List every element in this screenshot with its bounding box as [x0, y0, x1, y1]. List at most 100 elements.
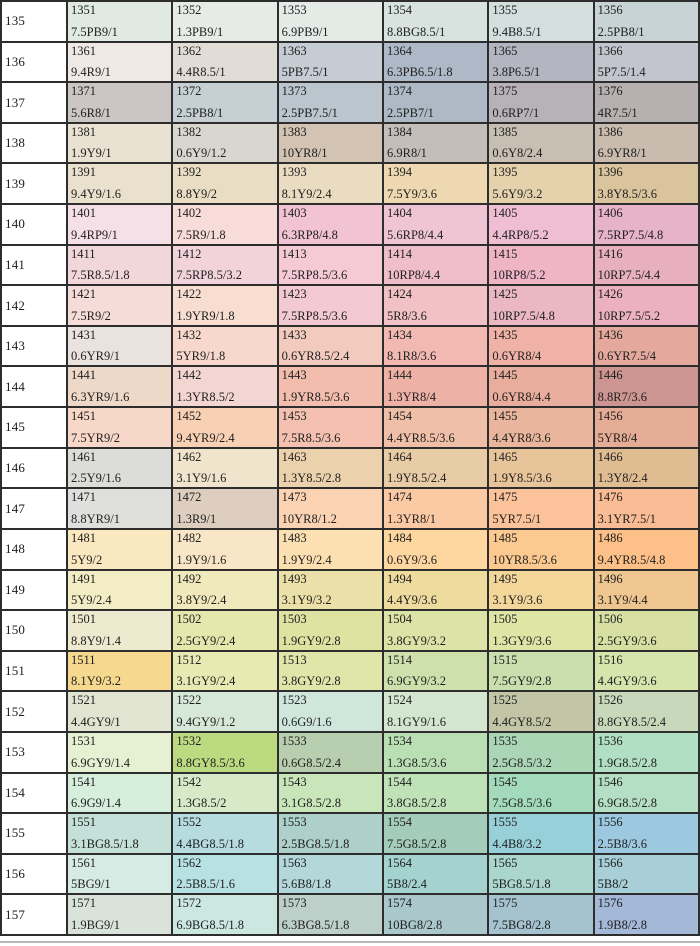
chip-code: 1391: [71, 165, 96, 180]
color-chip-cell: 1405 4.4RP8/5.2: [489, 205, 595, 246]
chip-code: 1416: [597, 246, 623, 261]
chip-munsell-notation: 1.9G8.5/2.8: [597, 755, 658, 770]
chip-munsell-notation: 10YR8/1.2: [281, 511, 337, 526]
color-chip-cell: 1375 0.6RP7/1: [489, 83, 595, 124]
color-chip-cell: 1363 5PB7.5/1: [278, 42, 384, 84]
chip-munsell-notation: 4.4B8/3.2: [492, 836, 542, 851]
color-chip-cell: 1412 7.5RP8.5/3.2: [173, 245, 279, 287]
chip-code: 1535: [492, 733, 518, 748]
color-chip-cell: 1352 1.3PB9/1: [173, 2, 279, 43]
chip-munsell-notation: 9.4YR9/2.4: [176, 430, 235, 445]
color-chip-cell: 1372 2.5PB8/1: [173, 83, 279, 124]
chip-code: 1406: [597, 206, 623, 221]
color-chip-cell: 1512 3.1GY9/2.4: [173, 651, 279, 693]
chip-munsell-notation: 2.5Y9/1.6: [71, 471, 121, 486]
row-label: 145: [2, 408, 68, 449]
chip-munsell-notation: 3.8Y9/2.4: [176, 593, 227, 608]
chip-code: 1466: [597, 449, 623, 464]
color-chip-cell: 1576 1.9B8/2.8: [594, 895, 700, 936]
chip-code: 1383: [281, 124, 307, 139]
chip-munsell-notation: 3.1YR7.5/1: [597, 511, 656, 526]
color-chip-cell: 1495 3.1Y9/3.6: [489, 570, 595, 612]
chip-munsell-notation: 6.9R8/1: [387, 146, 427, 161]
color-chip-cell: 1523 0.6G9/1.6: [278, 692, 384, 733]
row-label: 136: [2, 42, 68, 84]
chip-code: 1561: [71, 855, 96, 870]
chip-code: 1574: [387, 896, 412, 911]
chip-munsell-notation: 6.9PB9/1: [281, 24, 329, 39]
chip-munsell-notation: 8.1Y9/3.2: [71, 674, 121, 689]
row-label: 153: [2, 732, 68, 774]
chip-code: 1485: [492, 530, 518, 545]
chip-code: 1373: [281, 84, 307, 99]
chip-munsell-notation: 6.9GY9/3.2: [387, 674, 447, 689]
color-chip-cell: 1542 1.3G8.5/2: [173, 773, 279, 815]
chip-code: 1382: [176, 124, 202, 139]
color-chip-cell: 1514 6.9GY9/3.2: [384, 651, 490, 693]
chip-munsell-notation: 4.4YR8.5/3.6: [387, 430, 455, 445]
color-chip-cell: 1534 1.3G8.5/3.6: [384, 732, 490, 774]
color-chip-cell: 1431 0.6YR9/1: [68, 326, 174, 368]
chip-code: 1413: [281, 246, 307, 261]
color-chip-cell: 1374 2.5PB7/1: [384, 83, 490, 124]
chip-code: 1435: [492, 327, 518, 342]
chip-munsell-notation: 3.8GY9/2.8: [281, 674, 341, 689]
color-chip-cell: 1395 5.6Y9/3.2: [489, 164, 595, 206]
chip-code: 1381: [71, 124, 96, 139]
chip-munsell-notation: 7.5RP7.5/4.8: [597, 227, 664, 242]
color-chip-cell: 1471 8.8YR9/1: [68, 489, 174, 530]
chip-code: 1425: [492, 287, 518, 302]
color-chip-cell: 1456 5YR8/4: [594, 408, 700, 449]
chip-munsell-notation: 5.6RP8/4.4: [387, 227, 444, 242]
chip-munsell-notation: 5.6R8/1: [71, 105, 111, 120]
color-chip-cell: 1473 10YR8/1.2: [278, 489, 384, 530]
color-chip-cell: 1546 6.9G8.5/2.8: [594, 773, 700, 815]
chip-code: 1393: [281, 165, 307, 180]
chip-munsell-notation: 9.4Y9/1.6: [71, 187, 121, 202]
color-chip-cell: 1504 3.8GY9/3.2: [384, 611, 490, 652]
chip-munsell-notation: 10RP7.5/4.4: [597, 268, 661, 283]
row-label: 147: [2, 489, 68, 530]
row-label: 157: [2, 895, 68, 936]
color-chip-cell: 1493 3.1Y9/3.2: [278, 570, 384, 612]
chip-code: 1494: [387, 571, 412, 586]
chip-munsell-notation: 8.8Y9/1.4: [71, 633, 121, 648]
chip-munsell-notation: 3.1BG8.5/1.8: [71, 836, 139, 851]
chip-code: 1422: [176, 287, 202, 302]
chip-munsell-notation: 5YR8/4: [597, 430, 638, 445]
chip-munsell-notation: 5PB7.5/1: [281, 65, 329, 80]
chip-code: 1506: [597, 612, 623, 627]
color-chip-cell: 1441 6.3YR9/1.6: [68, 367, 174, 409]
chip-munsell-notation: 7.5Y9/3.6: [387, 187, 437, 202]
color-chip-cell: 1494 4.4Y9/3.6: [384, 570, 490, 612]
chip-code: 1572: [176, 896, 202, 911]
chip-code: 1451: [71, 409, 96, 424]
color-chip-cell: 1364 6.3PB6.5/1.8: [384, 42, 490, 84]
chip-munsell-notation: 0.6G9/1.6: [281, 714, 332, 729]
chip-code: 1525: [492, 693, 518, 708]
color-chip-cell: 1483 1.9Y9/2.4: [278, 529, 384, 571]
chip-munsell-notation: 1.3Y8/2.4: [597, 471, 648, 486]
chip-code: 1513: [281, 652, 307, 667]
chip-munsell-notation: 5YR7.5/1: [492, 511, 542, 526]
color-chip-cell: 1553 2.5BG8.5/1.8: [278, 814, 384, 855]
chip-munsell-notation: 8.8BG8.5/1: [387, 24, 446, 39]
chip-munsell-notation: 10RP8/5.2: [492, 268, 546, 283]
chip-munsell-notation: 10YR8.5/3.6: [492, 552, 557, 567]
chip-code: 1444: [387, 368, 412, 383]
row-label: 155: [2, 814, 68, 855]
row-label: 143: [2, 326, 68, 368]
chip-code: 1402: [176, 206, 202, 221]
color-chip-cell: 1426 10RP7.5/5.2: [594, 286, 700, 327]
chip-code: 1555: [492, 815, 518, 830]
chip-munsell-notation: 5B8/2: [597, 877, 629, 892]
color-chip-cell: 1475 5YR7.5/1: [489, 489, 595, 530]
chip-munsell-notation: 7.5RP8.5/3.2: [176, 268, 242, 283]
chip-munsell-notation: 6.9G8.5/2.8: [597, 796, 658, 811]
color-chip-cell: 1403 6.3RP8/4.8: [278, 205, 384, 246]
chip-munsell-notation: 0.6YR7.5/4: [597, 349, 656, 364]
chip-code: 1576: [597, 896, 623, 911]
color-chip-cell: 1561 5BG9/1: [68, 854, 174, 896]
chip-munsell-notation: 1.9Y9/1: [71, 146, 112, 161]
color-chip-cell: 1436 0.6YR7.5/4: [594, 326, 700, 368]
